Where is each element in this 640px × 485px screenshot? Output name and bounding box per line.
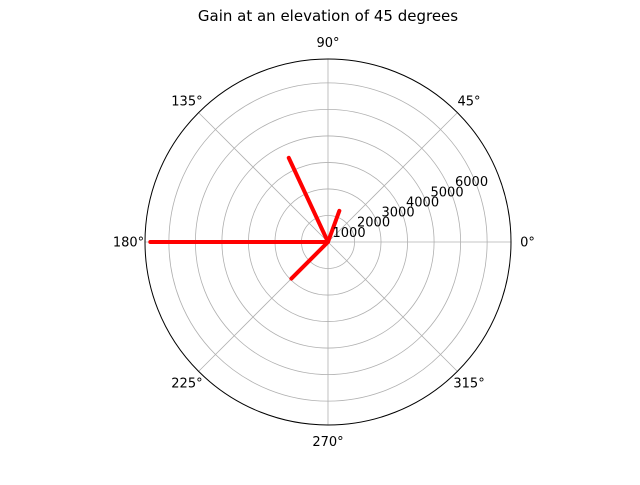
angle-gridline-7 bbox=[328, 242, 457, 371]
angle-tick-label: 135° bbox=[171, 94, 202, 109]
angle-tick-label: 225° bbox=[171, 377, 202, 392]
angle-tick-label: 270° bbox=[312, 435, 343, 450]
angle-tick-label: 180° bbox=[113, 236, 144, 251]
angle-tick-label: 0° bbox=[520, 236, 535, 251]
chart-title: Gain at an elevation of 45 degrees bbox=[198, 7, 458, 25]
angle-gridline-3 bbox=[199, 113, 328, 242]
angle-gridline-1 bbox=[328, 113, 457, 242]
radial-tick-label: 6000 bbox=[455, 175, 488, 190]
angle-tick-label: 315° bbox=[453, 377, 484, 392]
angle-tick-label: 90° bbox=[316, 36, 339, 51]
angle-tick-label: 45° bbox=[458, 94, 481, 109]
